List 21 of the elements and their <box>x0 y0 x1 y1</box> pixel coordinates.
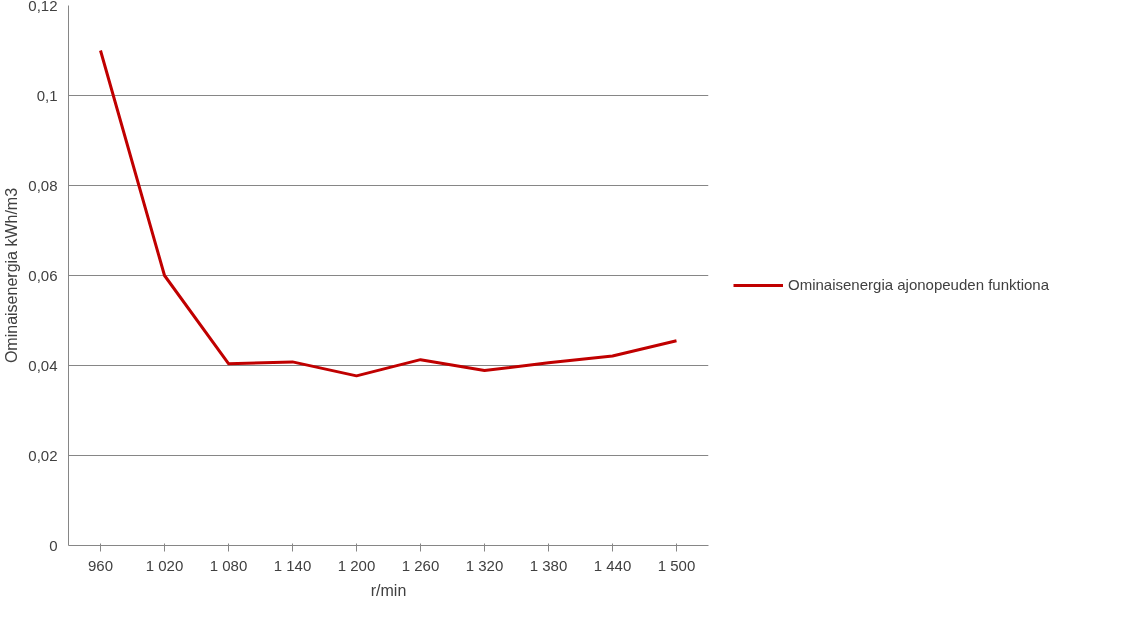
y-tick-label: 0,12 <box>28 0 58 14</box>
y-tick-label: 0,04 <box>28 356 58 374</box>
x-axis-title: r/min <box>370 581 407 599</box>
y-tick-label: 0,06 <box>28 266 58 284</box>
x-tick-label: 1 380 <box>529 556 568 574</box>
x-tick-label: 1 440 <box>593 556 632 574</box>
x-tick-label: 960 <box>87 556 114 574</box>
y-tick-label: 0 <box>49 536 58 554</box>
line-series <box>99 49 678 378</box>
x-tick-label: 1 320 <box>465 556 504 574</box>
legend-label: Ominaisenergia ajonopeuden funktiona <box>788 276 1050 293</box>
y-tick-label: 0,08 <box>28 176 58 194</box>
y-axis-title: Ominaisenergia kWh/m3 <box>3 187 21 364</box>
y-tick-label: 0,02 <box>28 446 58 464</box>
x-tick-label: 1 080 <box>209 556 248 574</box>
y-tick-label: 0,1 <box>36 86 58 104</box>
x-tick-label: 1 140 <box>273 556 312 574</box>
x-tick-label: 1 200 <box>337 556 376 574</box>
x-tick-label: 1 260 <box>401 556 440 574</box>
x-tick-label: 1 500 <box>657 556 696 574</box>
x-tick-label: 1 020 <box>145 556 184 574</box>
